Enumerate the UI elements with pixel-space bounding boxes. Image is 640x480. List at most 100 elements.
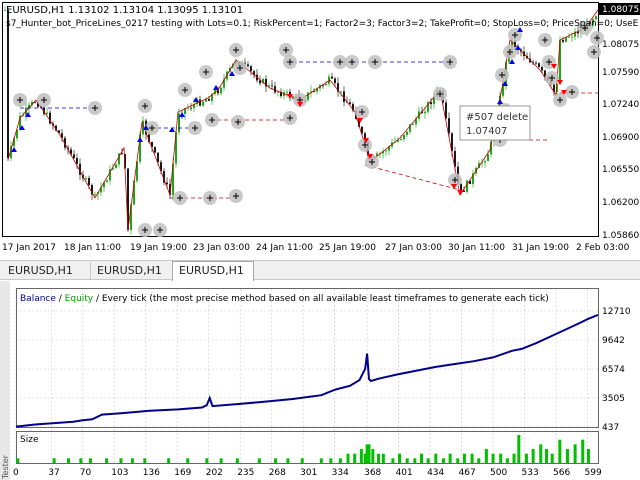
order-marker xyxy=(153,223,167,237)
buy-arrow xyxy=(179,112,185,117)
order-marker xyxy=(233,61,247,75)
size-bar xyxy=(66,458,70,463)
x-tick-label: 566 xyxy=(553,468,570,478)
candle xyxy=(220,86,222,96)
order-marker xyxy=(443,55,457,69)
buy-arrow xyxy=(502,81,508,86)
sell-arrow xyxy=(557,80,563,85)
candle xyxy=(427,100,429,115)
size-bar xyxy=(377,453,381,463)
buy-arrow xyxy=(229,71,235,76)
order-marker xyxy=(203,191,217,205)
size-bar xyxy=(353,453,357,463)
balance-y-axis: 437 3505 6574 9642 12710 xyxy=(602,307,631,433)
tab-eurusd-h1-1[interactable]: EURUSD,H1 xyxy=(8,264,73,277)
order-marker xyxy=(283,55,297,69)
size-bar xyxy=(371,449,375,463)
size-bar xyxy=(565,449,569,463)
order-marker xyxy=(13,93,27,107)
size-bar xyxy=(484,449,488,463)
candle xyxy=(271,79,273,90)
candle xyxy=(247,61,249,68)
size-bar xyxy=(558,439,562,463)
size-bar xyxy=(381,453,385,463)
size-bar xyxy=(581,439,585,463)
candle xyxy=(169,178,171,200)
candle xyxy=(184,107,186,120)
candle xyxy=(577,26,579,38)
candle xyxy=(307,92,309,102)
candle xyxy=(415,116,417,128)
price-tick: 1.06900 xyxy=(602,133,639,143)
candle xyxy=(406,131,408,138)
price-tick: 1.07590 xyxy=(602,68,639,78)
buy-arrow xyxy=(11,147,17,152)
size-bar xyxy=(52,458,56,463)
size-bar xyxy=(524,453,528,463)
candle xyxy=(64,135,66,151)
candle xyxy=(118,153,120,168)
price-chart[interactable]: EURUSD,H1 1.13102 1.13104 1.13095 1.1310… xyxy=(0,0,640,258)
candle xyxy=(448,112,450,138)
candle xyxy=(16,129,18,142)
legend-equity: Equity xyxy=(65,294,94,304)
x-tick-label: 334 xyxy=(332,468,349,478)
candle xyxy=(136,161,138,184)
x-tick-label: 500 xyxy=(490,468,507,478)
order-tooltip: #507 delete 1.07407 xyxy=(459,105,531,141)
size-bars xyxy=(16,435,590,463)
candle xyxy=(343,86,345,107)
sell-arrow xyxy=(367,154,373,159)
order-marker xyxy=(37,93,51,107)
candle xyxy=(382,148,384,159)
candle xyxy=(43,105,45,116)
order-marker xyxy=(188,121,202,135)
date-tick: 2 Feb 03:00 xyxy=(576,243,630,253)
price-chart-background xyxy=(0,0,640,258)
size-bar xyxy=(119,458,123,463)
price-tick: 1.06200 xyxy=(602,198,639,208)
size-bar xyxy=(363,453,367,463)
candle xyxy=(265,75,267,93)
candle xyxy=(106,178,108,183)
candle xyxy=(421,106,423,114)
size-bar xyxy=(499,453,503,463)
x-tick-label: 268 xyxy=(269,468,286,478)
tab-eurusd-h1-3[interactable]: EURUSD,H1 xyxy=(172,261,254,281)
size-bar xyxy=(413,458,417,463)
size-bar xyxy=(257,458,261,463)
candle xyxy=(562,36,564,44)
ea-parameters: s7_Hunter_bot_PriceLines_0217 testing wi… xyxy=(6,19,639,29)
candle xyxy=(49,109,51,125)
buy-arrow xyxy=(515,45,521,50)
order-marker xyxy=(578,21,592,35)
date-tick: 24 Jan 11:00 xyxy=(256,243,313,253)
buy-arrow xyxy=(509,59,515,64)
candle xyxy=(325,81,327,86)
order-marker xyxy=(138,223,152,237)
candle xyxy=(250,64,252,76)
order-marker xyxy=(138,99,152,113)
sell-arrow xyxy=(363,138,369,143)
order-marker xyxy=(495,68,509,82)
order-marker xyxy=(355,105,369,119)
x-tick-label: 0 xyxy=(13,468,19,478)
order-marker xyxy=(503,45,517,59)
buy-arrow xyxy=(193,97,199,102)
sell-arrow xyxy=(451,184,457,189)
size-bar xyxy=(167,458,171,463)
tab-eurusd-h1-2[interactable]: EURUSD,H1 xyxy=(90,262,172,280)
candle xyxy=(262,77,264,85)
order-marker xyxy=(448,173,462,187)
sell-arrow xyxy=(551,64,557,69)
order-marker xyxy=(283,111,297,125)
size-panel-frame xyxy=(16,431,599,464)
date-tick: 19 Jan 19:00 xyxy=(130,243,187,253)
size-bar xyxy=(426,458,430,463)
size-bar xyxy=(319,458,323,463)
size-bar xyxy=(491,453,495,463)
size-bar xyxy=(143,458,147,463)
sell-arrow xyxy=(287,94,293,99)
y-tick-label: 3505 xyxy=(602,394,625,404)
buy-arrow xyxy=(143,125,149,130)
